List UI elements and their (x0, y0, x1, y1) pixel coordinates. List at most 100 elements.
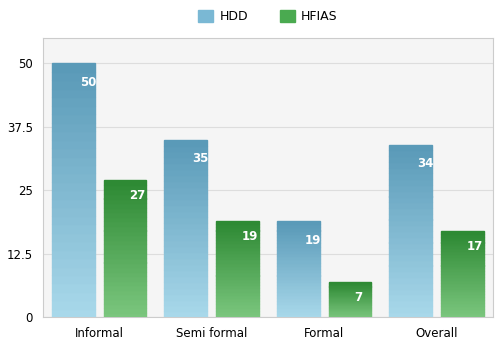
Bar (216, 250, 259, 253)
Bar (216, 311, 259, 314)
Bar (164, 252, 207, 258)
Bar (216, 227, 259, 230)
Text: 19: 19 (304, 234, 321, 247)
Bar (390, 231, 432, 237)
Bar (390, 191, 432, 196)
Bar (104, 212, 146, 217)
Bar (277, 263, 320, 266)
Bar (390, 196, 432, 202)
Bar (216, 260, 259, 263)
Bar (216, 221, 259, 224)
Bar (328, 307, 372, 308)
Bar (442, 283, 484, 286)
Bar (164, 163, 207, 169)
Bar (104, 281, 146, 285)
Bar (164, 151, 207, 158)
Bar (164, 139, 207, 145)
Bar (442, 280, 484, 283)
Bar (52, 249, 94, 258)
Bar (216, 256, 259, 260)
Bar (328, 294, 372, 295)
Bar (164, 157, 207, 163)
Bar (216, 301, 259, 304)
Bar (442, 251, 484, 254)
Bar (442, 260, 484, 263)
Bar (390, 150, 432, 156)
Bar (52, 114, 94, 123)
Bar (164, 264, 207, 270)
Bar (216, 240, 259, 243)
Bar (442, 294, 484, 297)
Bar (328, 282, 372, 283)
Bar (328, 288, 372, 289)
Bar (328, 301, 372, 302)
Bar (164, 276, 207, 282)
Bar (104, 217, 146, 221)
Bar (216, 291, 259, 295)
Bar (328, 305, 372, 307)
Bar (164, 205, 207, 211)
Bar (52, 89, 94, 97)
Bar (442, 265, 484, 269)
Bar (164, 187, 207, 193)
Bar (104, 194, 146, 198)
Text: 50: 50 (80, 76, 96, 89)
Bar (277, 250, 320, 253)
Bar (164, 181, 207, 187)
Bar (216, 314, 259, 318)
Bar (390, 145, 432, 151)
Bar (104, 272, 146, 276)
Bar (328, 284, 372, 285)
Bar (104, 304, 146, 308)
Bar (390, 174, 432, 179)
Bar (104, 230, 146, 235)
Bar (277, 266, 320, 269)
Bar (277, 288, 320, 291)
Bar (390, 288, 432, 294)
Bar (390, 248, 432, 254)
Bar (104, 203, 146, 208)
Bar (442, 271, 484, 274)
Bar (164, 228, 207, 235)
Bar (104, 244, 146, 249)
Bar (216, 266, 259, 269)
Bar (104, 313, 146, 318)
Bar (442, 300, 484, 303)
Bar (277, 224, 320, 227)
Bar (216, 269, 259, 272)
Bar (277, 272, 320, 276)
Bar (104, 267, 146, 272)
Bar (328, 298, 372, 299)
Bar (164, 311, 207, 318)
Bar (52, 64, 94, 72)
Bar (277, 269, 320, 272)
Bar (442, 248, 484, 251)
Bar (442, 254, 484, 257)
Bar (216, 285, 259, 288)
Bar (390, 294, 432, 300)
Bar (390, 219, 432, 225)
Bar (52, 131, 94, 139)
Bar (390, 306, 432, 312)
Bar (442, 237, 484, 240)
Bar (277, 240, 320, 243)
Bar (328, 283, 372, 284)
Bar (216, 288, 259, 291)
Bar (52, 191, 94, 199)
Bar (164, 240, 207, 246)
Bar (216, 276, 259, 279)
Bar (216, 253, 259, 256)
Bar (328, 310, 372, 311)
Bar (52, 97, 94, 106)
Bar (390, 312, 432, 318)
Bar (442, 288, 484, 291)
Bar (164, 246, 207, 252)
Bar (216, 282, 259, 285)
Bar (277, 314, 320, 318)
Bar (104, 240, 146, 244)
Bar (104, 253, 146, 258)
Bar (328, 302, 372, 303)
Bar (52, 283, 94, 292)
Text: 35: 35 (192, 152, 208, 165)
Bar (164, 145, 207, 152)
